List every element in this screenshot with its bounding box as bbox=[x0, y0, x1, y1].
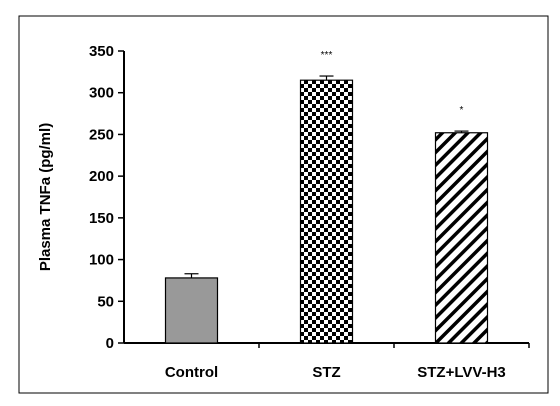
significance-label: *** bbox=[321, 50, 333, 61]
y-tick-label: 350 bbox=[89, 43, 114, 60]
category-label: STZ bbox=[312, 364, 340, 381]
category-label: STZ+LVV-H3 bbox=[417, 364, 506, 381]
y-tick-label: 100 bbox=[89, 252, 114, 269]
y-tick-label: 250 bbox=[89, 126, 114, 143]
y-tick-label: 50 bbox=[97, 293, 114, 310]
y-tick-label: 200 bbox=[89, 168, 114, 185]
y-tick-label: 300 bbox=[89, 85, 114, 102]
bar bbox=[164, 277, 219, 344]
bar bbox=[434, 132, 489, 344]
category-label: Control bbox=[165, 364, 218, 381]
y-tick-label: 150 bbox=[89, 210, 114, 227]
y-axis-label: Plasma TNFa (pg/ml) bbox=[37, 123, 54, 271]
bar bbox=[299, 79, 354, 344]
significance-label: * bbox=[460, 105, 464, 116]
y-tick-label: 0 bbox=[106, 335, 114, 352]
plot-area: 0 50 100 150 200 250 300 350 Control STZ *** STZ+LV… bbox=[89, 43, 530, 381]
